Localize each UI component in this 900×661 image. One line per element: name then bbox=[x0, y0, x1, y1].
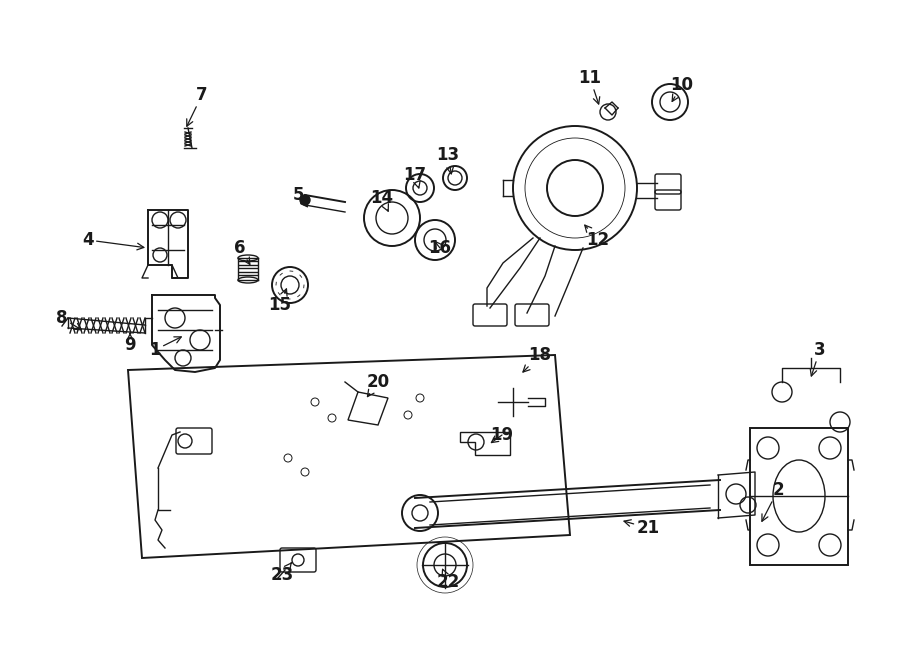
Text: 19: 19 bbox=[491, 426, 514, 444]
Text: 22: 22 bbox=[436, 569, 460, 591]
Text: 18: 18 bbox=[523, 346, 552, 372]
Text: 3: 3 bbox=[810, 341, 826, 376]
Text: 9: 9 bbox=[124, 333, 136, 354]
Text: 12: 12 bbox=[585, 225, 609, 249]
Circle shape bbox=[300, 195, 310, 205]
Text: 2: 2 bbox=[762, 481, 784, 522]
Text: 8: 8 bbox=[56, 309, 81, 330]
Text: 20: 20 bbox=[366, 373, 390, 397]
Text: 16: 16 bbox=[428, 239, 452, 257]
Text: 15: 15 bbox=[268, 289, 292, 314]
Text: 10: 10 bbox=[670, 76, 694, 101]
Text: 4: 4 bbox=[82, 231, 144, 250]
Text: 23: 23 bbox=[270, 563, 293, 584]
Text: 6: 6 bbox=[234, 239, 250, 264]
Text: 21: 21 bbox=[624, 519, 660, 537]
Text: 11: 11 bbox=[579, 69, 601, 104]
Text: 17: 17 bbox=[403, 166, 427, 188]
Text: 1: 1 bbox=[149, 337, 181, 359]
Text: 13: 13 bbox=[436, 146, 460, 174]
Text: 14: 14 bbox=[371, 189, 393, 212]
Text: 7: 7 bbox=[186, 86, 208, 126]
Text: 5: 5 bbox=[292, 186, 308, 207]
